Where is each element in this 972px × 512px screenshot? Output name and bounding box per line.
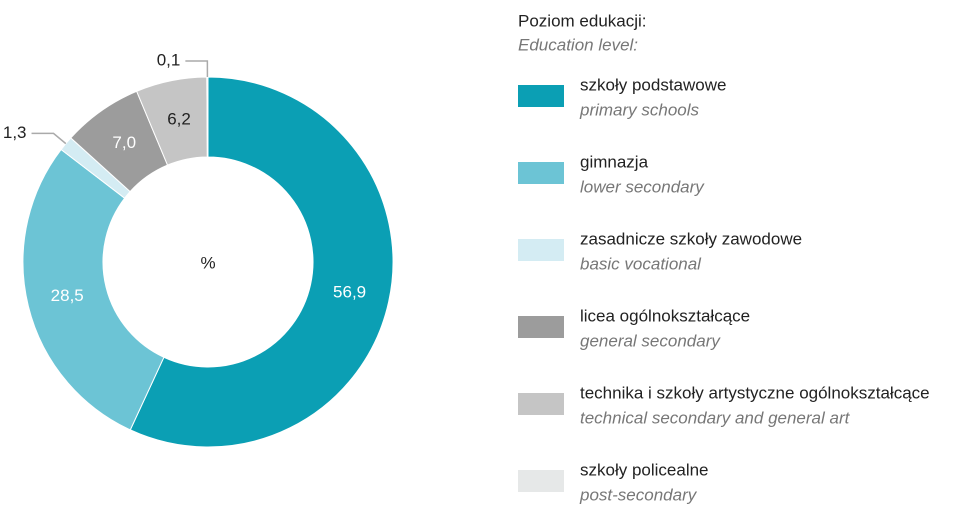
legend-swatch <box>518 316 564 338</box>
legend-label: technika i szkoły artystyczne ogólnokszt… <box>580 383 930 402</box>
pie-slice <box>206 76 209 158</box>
slice-label: 6,2 <box>167 109 191 128</box>
legend-label-en: general secondary <box>580 331 721 350</box>
legend-label: szkoły policealne <box>580 460 709 479</box>
center-label: % <box>200 253 215 272</box>
legend-title: Poziom edukacji: <box>518 11 647 30</box>
slice-label: 28,5 <box>51 286 84 305</box>
legend-label-en: basic vocational <box>580 254 702 273</box>
legend-swatch <box>518 239 564 261</box>
slice-label: 1,3 <box>3 123 27 142</box>
legend-label: licea ogólnokształcące <box>580 306 750 325</box>
legend-label-en: technical secondary and general art <box>580 408 851 427</box>
slice-label: 56,9 <box>333 283 366 302</box>
leader-line <box>185 60 209 78</box>
pie-slice <box>129 76 394 448</box>
leader-line <box>31 132 67 145</box>
legend-label: szkoły podstawowe <box>580 75 726 94</box>
legend-swatch <box>518 162 564 184</box>
legend-subtitle: Education level: <box>518 35 638 54</box>
pie-slice <box>22 148 165 431</box>
legend-swatch <box>518 85 564 107</box>
legend-swatch <box>518 393 564 415</box>
legend-label-en: post-secondary <box>579 485 698 504</box>
slice-label: 7,0 <box>112 133 136 152</box>
legend-label: zasadnicze szkoły zawodowe <box>580 229 802 248</box>
legend-label: gimnazja <box>580 152 649 171</box>
legend-label-en: lower secondary <box>580 177 705 196</box>
slice-label: 0,1 <box>157 50 181 69</box>
legend-label-en: primary schools <box>579 100 700 119</box>
legend-swatch <box>518 470 564 492</box>
